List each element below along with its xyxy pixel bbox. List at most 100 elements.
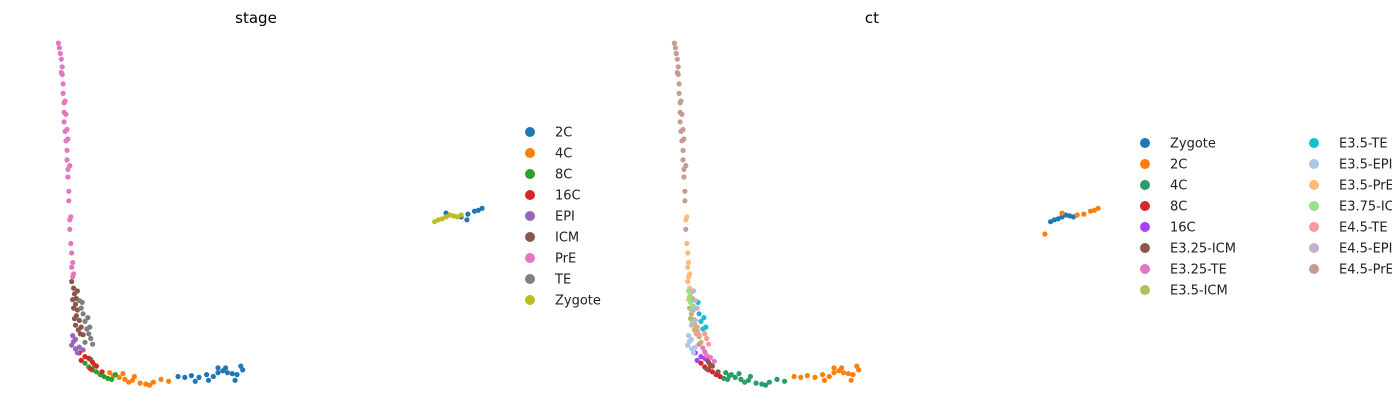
stage-point-icm (78, 324, 84, 330)
stage-point-2c (205, 377, 212, 383)
ct-legend-marker-e4-5-pre (1309, 264, 1319, 274)
ct-panel-title: ct (865, 9, 879, 27)
ct-point-e4-5-epi (692, 317, 698, 323)
ct-legend-label-e3-25-icm: E3.25-ICM (1170, 242, 1236, 257)
ct-legend-label-e3-5-te: E3.5-TE (1339, 137, 1388, 152)
stage-point-4c (150, 379, 156, 385)
ct-point-2c (821, 377, 828, 383)
stage-point-2c (232, 377, 238, 383)
ct-point-2c (826, 373, 832, 380)
ct-legend-entry-e4-5-epi: E4.5-EPI (1309, 242, 1392, 257)
ct-point-e3-5-te (698, 318, 704, 324)
ct-point-e4-5-pre (679, 111, 685, 117)
ct-point-8c (698, 360, 704, 366)
stage-point-4c (126, 379, 132, 385)
stage-point-2c (196, 374, 202, 380)
ct-point-2c (812, 374, 818, 380)
stage-point-te (82, 339, 88, 345)
stage-point-16c (93, 363, 99, 369)
stage-point-te (88, 335, 94, 342)
ct-point-e3-5-icm (698, 339, 704, 345)
stage-point-4c (116, 374, 122, 380)
ct-legend-label-e3-5-epi: E3.5-EPI (1339, 158, 1392, 173)
ct-point-e4-5-pre (675, 64, 681, 70)
stage-point-pre (56, 45, 63, 51)
ct-point-e3-5-te (696, 311, 702, 317)
stage-point-2c (224, 370, 231, 376)
stage-point-4c (131, 373, 137, 380)
stage-point-pre (59, 64, 65, 70)
ct-legend-label-e3-75-icm: E3.75-ICM (1339, 200, 1392, 215)
stage-legend-label-4c: 4C (555, 147, 572, 162)
ct-point-e3-5-pre (684, 214, 690, 220)
stage-point-2c (229, 371, 235, 377)
stage-legend-entry-8c: 8C (525, 168, 572, 183)
ct-point-e3-25-icm (704, 366, 710, 372)
ct-legend-marker-e3-5-epi (1309, 159, 1319, 169)
ct-point-2c (856, 367, 862, 373)
ct-point-4c (782, 378, 788, 384)
ct-legend-label-e4-5-pre: E4.5-PrE (1339, 263, 1392, 278)
stage-legend-entry-16c: 16C (525, 189, 581, 204)
ct-point-4c (763, 382, 769, 388)
stage-point-pre (63, 111, 69, 117)
ct-legend-label-zygote: Zygote (1170, 137, 1216, 152)
ct-point-2c (831, 370, 837, 376)
ct-point-4c (774, 376, 780, 382)
stage-point-pre (66, 188, 72, 194)
stage-point-2c (188, 373, 194, 379)
stage-point-8c (112, 372, 118, 378)
ct-legend-marker-zygote (1140, 138, 1150, 148)
stage-point-pre (70, 259, 76, 266)
ct-point-2c (804, 373, 811, 379)
ct-legend-marker-e3-25-te (1140, 264, 1150, 274)
stage-point-2c (192, 378, 198, 384)
ct-legend-label-e4-5-epi: E4.5-EPI (1339, 242, 1392, 257)
stage-legend-marker-2c (525, 127, 535, 137)
stage-point-pre (60, 81, 66, 87)
ct-legend-entry-8c: 8C (1140, 200, 1187, 215)
ct-point-e3-75-icm (687, 294, 693, 300)
stage-point-icm (76, 317, 82, 323)
ct-legend: Zygote 2C 4C 8C 16C E3.25-ICM E3.25-TE E3.5-ICM… (1140, 137, 1392, 299)
ct-point-e4-5-epi (694, 305, 700, 311)
stage-point-pre (57, 50, 63, 57)
stage-legend-marker-zygote (525, 295, 535, 305)
stage-point-pre (58, 69, 64, 76)
ct-point-e3-5-pre (684, 240, 690, 247)
ct-point-4c (728, 372, 735, 378)
stage-point-2c (175, 373, 181, 380)
stage-point-2c (215, 365, 221, 371)
stage-panel-title: stage (235, 9, 277, 27)
stage-point-pre (60, 90, 66, 96)
ct-point-e4-5-pre (683, 163, 689, 169)
ct-point-e3-5-pre (685, 264, 691, 270)
ct-point-8c (717, 373, 723, 380)
ct-point-e4-5-pre (682, 188, 688, 194)
ct-legend-marker-8c (1140, 201, 1150, 211)
ct-point-2c (848, 377, 854, 383)
stage-point-pre (69, 250, 75, 256)
stage-point-2c (234, 372, 240, 378)
stage-point-icm (71, 316, 78, 322)
ct-point-8c (709, 369, 716, 375)
ct-point-2c (845, 371, 851, 377)
ct-point-e4-5-pre (680, 157, 686, 163)
ct-point-2c (831, 365, 837, 371)
stage-point-2c (210, 373, 216, 380)
stage-point-zygote (458, 212, 464, 218)
ct-point-2c (798, 374, 804, 380)
stage-point-2c (240, 367, 246, 373)
stage-legend-marker-te (525, 274, 535, 284)
stage-legend-entry-icm: ICM (525, 231, 579, 246)
stage-legend-entry-zygote: Zygote (525, 294, 601, 309)
stage-point-8c (109, 376, 115, 382)
stage-point-2c (465, 211, 471, 217)
stage-point-pre (65, 136, 71, 142)
ct-point-2c (840, 370, 847, 376)
stage-point-te (80, 311, 86, 317)
stage-scatter-points (55, 40, 485, 388)
ct-point-e3-5-epi (688, 336, 695, 342)
ct-point-e4-5-pre (676, 90, 682, 96)
ct-point-e4-5-pre (674, 56, 680, 62)
